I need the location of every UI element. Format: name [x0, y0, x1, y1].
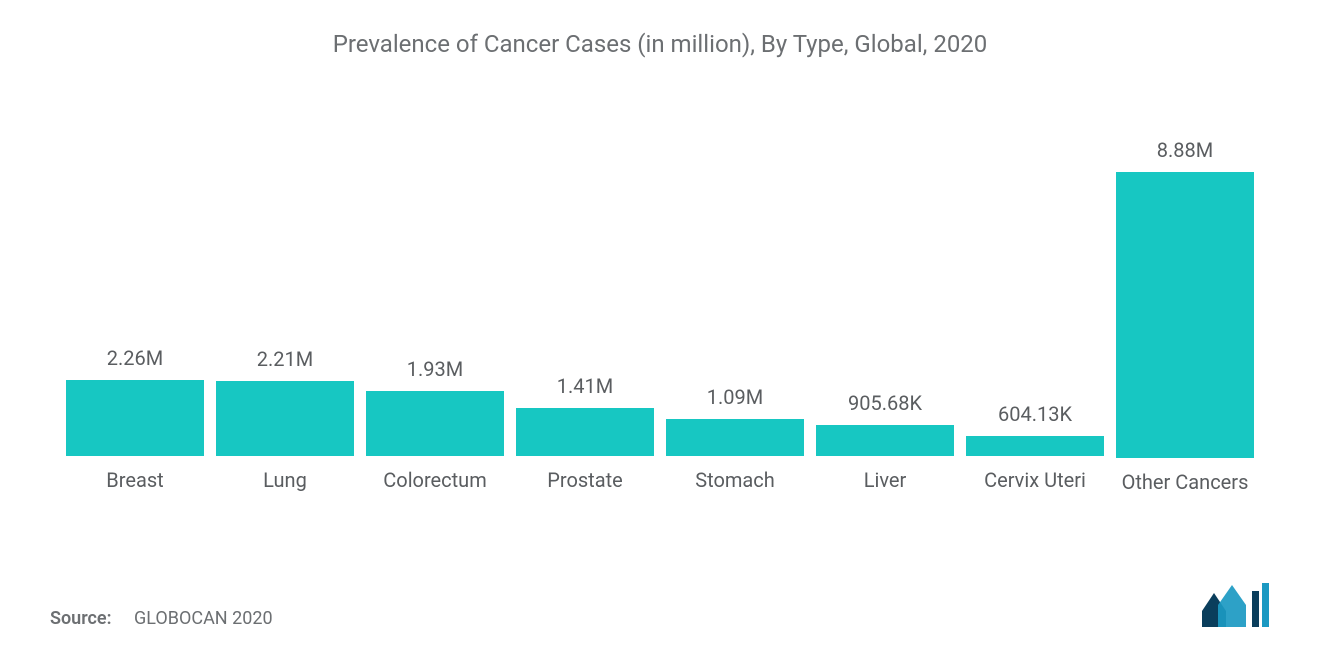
bar-value-label: 905.68K: [848, 391, 922, 415]
chart-plot-area: 2.26M Breast 2.21M Lung 1.93M Colorectum 1.41M…: [50, 138, 1270, 518]
bar-value-label: 1.93M: [407, 357, 463, 381]
bar-value-label: 604.13K: [998, 402, 1072, 426]
bar-value-label: 8.88M: [1157, 138, 1213, 162]
bar-group: 1.93M Colorectum: [366, 138, 504, 518]
bar-category-label: Other Cancers: [1122, 470, 1249, 518]
bar-group: 905.68K Liver: [816, 138, 954, 518]
brand-logo-icon: [1200, 583, 1270, 629]
bar-group: 1.41M Prostate: [516, 138, 654, 518]
chart-title: Prevalence of Cancer Cases (in million),…: [50, 30, 1270, 58]
bar: [666, 419, 804, 456]
source-line: Source: GLOBOCAN 2020: [50, 608, 273, 629]
bar-group: 2.26M Breast: [66, 138, 204, 518]
bar: [516, 408, 654, 456]
bar-category-label: Stomach: [695, 468, 775, 518]
bar-value-label: 1.41M: [557, 374, 613, 398]
bar-value-label: 1.09M: [707, 385, 763, 409]
bar: [1116, 172, 1254, 458]
bar-group: 604.13K Cervix Uteri: [966, 138, 1104, 518]
chart-footer: Source: GLOBOCAN 2020: [50, 583, 1270, 629]
bar-category-label: Liver: [864, 468, 907, 518]
bar-value-label: 2.21M: [257, 347, 313, 371]
bar: [816, 425, 954, 456]
bar: [66, 380, 204, 456]
bar-category-label: Prostate: [547, 468, 623, 518]
bar-category-label: Breast: [106, 468, 163, 518]
bar: [966, 436, 1104, 456]
bar-group: 8.88M Other Cancers: [1116, 138, 1254, 518]
bar-category-label: Colorectum: [383, 468, 486, 518]
bar-group: 1.09M Stomach: [666, 138, 804, 518]
source-text: GLOBOCAN 2020: [134, 608, 273, 629]
bar-category-label: Lung: [263, 468, 307, 518]
bar-value-label: 2.26M: [107, 346, 163, 370]
bar-category-label: Cervix Uteri: [984, 468, 1086, 518]
source-label: Source:: [50, 608, 112, 629]
bar: [366, 391, 504, 456]
bar: [216, 381, 354, 456]
bar-group: 2.21M Lung: [216, 138, 354, 518]
